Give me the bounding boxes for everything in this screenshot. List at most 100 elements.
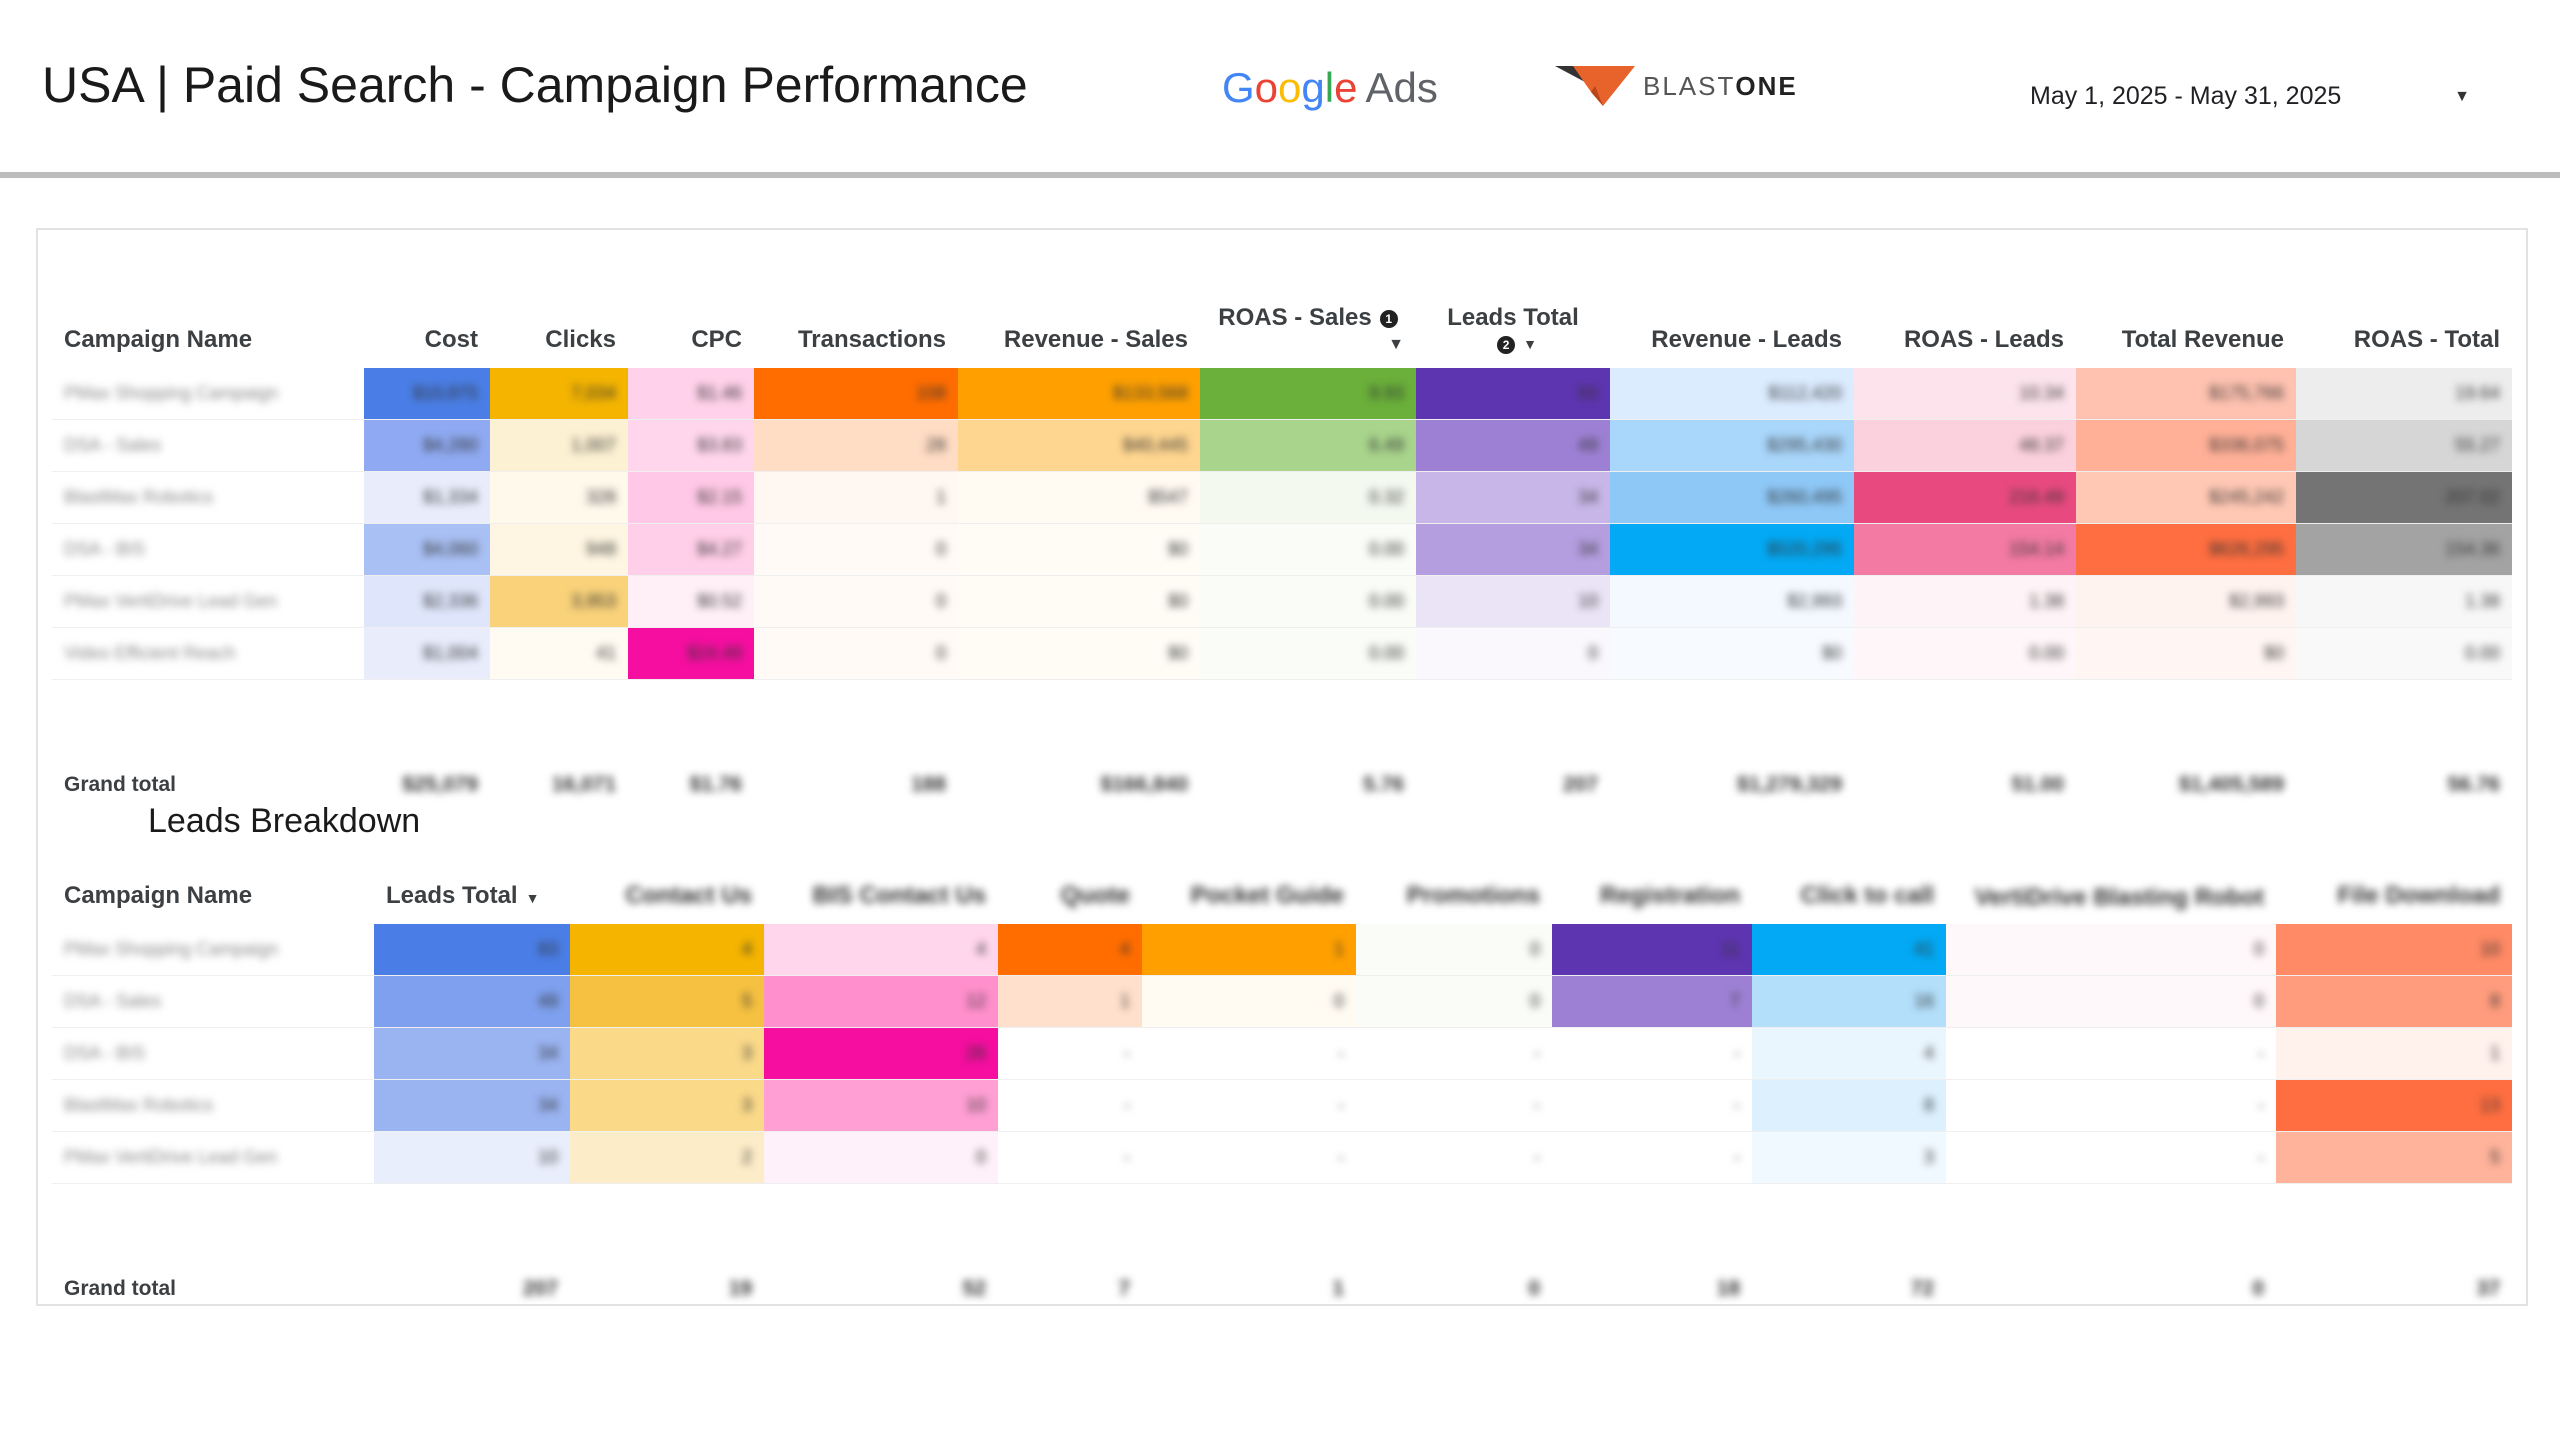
grand-total-label: Grand total — [64, 1277, 177, 1300]
col-revenue-leads[interactable]: Revenue - Leads — [1651, 326, 1842, 353]
roas-total-cell: 55.27 — [2296, 419, 2512, 472]
transactions-cell: 0 — [754, 523, 958, 576]
roas-sales-cell: 0.00 — [1200, 627, 1416, 680]
table-row[interactable]: PMax VertiDrive Lead Gen $2,336 3,953 $0.52… — [52, 575, 2512, 628]
promotions-cell: - — [1356, 1027, 1552, 1080]
col-vertidrive-blasting-robot[interactable]: VertiDrive Blasting Robot — [1974, 884, 2264, 911]
quote-cell: 1 — [998, 975, 1142, 1028]
pocket-guide-cell: 0 — [1142, 975, 1356, 1028]
col-revenue-sales[interactable]: Revenue - Sales — [1003, 326, 1188, 353]
leads-total-cell: 34 — [1416, 471, 1610, 524]
table-row[interactable]: DSA - BIS 34 3 26- - - -4-1 — [52, 1027, 2512, 1080]
campaign-name-cell: PMax VertiDrive Lead Gen — [52, 575, 364, 628]
col-registration[interactable]: Registration — [1599, 882, 1740, 909]
col-campaign-name[interactable]: Campaign Name — [64, 882, 253, 909]
revenue-leads-cell: $0 — [1610, 627, 1854, 680]
table-row[interactable]: BlastMax Robotics $1,334 328 $2.15 1 $547 0.32… — [52, 471, 2512, 524]
table-row[interactable]: BlastMax Robotics 34 3 10- - - -8-13 — [52, 1079, 2512, 1132]
col-leads-total[interactable]: Leads Total 2 ▼ — [1447, 303, 1579, 354]
table-row[interactable]: PMax Shopping Campaign 83 4 4 4 1 0 11 41 0 10 — [52, 924, 2512, 976]
cpc-cell: $24.49 — [628, 627, 754, 680]
registration-cell: - — [1552, 1027, 1752, 1080]
table-row[interactable]: DSA - BIS $4,060 948 $4.27 0 $0 0.00 34 $520,295… — [52, 523, 2512, 576]
table-row[interactable]: PMax VertiDrive Lead Gen 10 2 0- - - -3-5 — [52, 1131, 2512, 1184]
file-download-cell: 10 — [2276, 924, 2512, 976]
date-range-text: May 1, 2025 - May 31, 2025 — [2030, 81, 2342, 110]
campaign-name-cell: PMax VertiDrive Lead Gen — [52, 1131, 374, 1184]
col-leads-total[interactable]: Leads Total ▼ — [386, 882, 540, 909]
promotions-cell: - — [1356, 1079, 1552, 1132]
spacer-row — [52, 1184, 2512, 1245]
leads-total-cell: 34 — [1416, 523, 1610, 576]
file-download-cell: 1 — [2276, 1027, 2512, 1080]
promotions-cell: 0 — [1356, 924, 1552, 976]
col-clicks[interactable]: Clicks — [545, 326, 616, 353]
file-download-cell: 13 — [2276, 1079, 2512, 1132]
col-cost[interactable]: Cost — [424, 326, 478, 353]
total-revenue-cell: $245,242 — [2076, 471, 2296, 524]
sort-desc-icon[interactable]: ▼ — [525, 890, 540, 906]
table-row[interactable]: DSA - Sales 49 5 12 1 0 0 7 16 0 8 — [52, 975, 2512, 1028]
leads-total-total: 207 — [522, 1277, 558, 1300]
quote-cell: - — [998, 1079, 1142, 1132]
revenue-leads-cell: $520,295 — [1610, 523, 1854, 576]
roas-sales-cell: 6.49 — [1200, 419, 1416, 472]
roas-total-cell: 1.38 — [2296, 575, 2512, 628]
roas-leads-total: 51.00 — [2011, 773, 2064, 796]
campaign-name-cell: PMax Shopping Campaign — [52, 924, 374, 976]
clicks-total: 16,071 — [551, 773, 616, 796]
total-revenue-cell: $336,075 — [2076, 419, 2296, 472]
table-row[interactable]: Video Efficient Reach $1,004 41 $24.49 0 $0 0.… — [52, 627, 2512, 680]
roas-leads-cell: 154.14 — [1854, 523, 2076, 576]
caret-down-icon[interactable]: ▼ — [2454, 88, 2470, 105]
table-row[interactable]: PMax Shopping Campaign $10,875 7,034 $1.46 1… — [52, 368, 2512, 420]
col-pocket-guide[interactable]: Pocket Guide — [1190, 882, 1344, 909]
clicks-cell: 1,007 — [490, 419, 628, 472]
total-revenue-cell: $175,766 — [2076, 368, 2296, 420]
contact-us-total: 19 — [728, 1277, 752, 1300]
date-range-picker[interactable]: May 1, 2025 - May 31, 2025 ▼ — [2030, 76, 2470, 116]
bis-contact-us-cell: 26 — [764, 1027, 998, 1080]
leads-total-cell: 34 — [374, 1027, 570, 1080]
col-cpc[interactable]: CPC — [691, 326, 742, 353]
col-total-revenue[interactable]: Total Revenue — [2121, 326, 2284, 353]
grand-total-label: Grand total — [64, 773, 177, 796]
col-campaign-name[interactable]: Campaign Name — [64, 326, 253, 353]
col-transactions[interactable]: Transactions — [797, 326, 946, 353]
col-roas-leads[interactable]: ROAS - Leads — [1903, 326, 2064, 353]
table-row[interactable]: DSA - Sales $4,280 1,007 $3.83 28 $40,445 6.49… — [52, 419, 2512, 472]
pocket-guide-total: 1 — [1332, 1277, 1344, 1300]
registration-cell: - — [1552, 1079, 1752, 1132]
sort-desc-icon[interactable]: ▼ — [1523, 336, 1537, 352]
revenue-sales-cell: $133,568 — [958, 368, 1200, 420]
bis-contact-us-cell: 4 — [764, 924, 998, 976]
transactions-cell: 1 — [754, 471, 958, 524]
transactions-cell: 28 — [754, 419, 958, 472]
col-bis-contact-us[interactable]: BIS Contact Us — [812, 882, 986, 909]
roas-leads-cell: 1.38 — [1854, 575, 2076, 628]
clicks-cell: 41 — [490, 627, 628, 680]
col-file-download[interactable]: File Download — [2337, 882, 2500, 909]
sort-desc-icon[interactable]: ▼ — [1388, 336, 1404, 353]
registration-cell: 11 — [1552, 924, 1752, 976]
roas-leads-cell: 10.34 — [1854, 368, 2076, 420]
pocket-guide-cell: - — [1142, 1131, 1356, 1184]
revenue-leads-total: $1,279,329 — [1736, 773, 1842, 796]
col-click-to-call[interactable]: Click to call — [1800, 882, 1934, 909]
leads-total-cell: 0 — [1416, 627, 1610, 680]
click-to-call-cell: 4 — [1752, 1027, 1946, 1080]
cost-total: $25,079 — [402, 773, 478, 796]
transactions-cell: 0 — [754, 575, 958, 628]
pocket-guide-cell: - — [1142, 1079, 1356, 1132]
bis-contact-us-cell: 0 — [764, 1131, 998, 1184]
pocket-guide-cell: 1 — [1142, 924, 1356, 976]
col-quote[interactable]: Quote — [1060, 882, 1130, 909]
cpc-cell: $4.27 — [628, 523, 754, 576]
col-roas-total[interactable]: ROAS - Total — [2353, 326, 2500, 353]
revenue-sales-total: $166,840 — [1100, 773, 1188, 796]
col-contact-us[interactable]: Contact Us — [625, 882, 752, 909]
col-promotions[interactable]: Promotions — [1406, 882, 1540, 909]
sort-order-2-icon: 2 — [1497, 335, 1516, 354]
col-roas-sales[interactable]: ROAS - Sales 1 ▼ — [1200, 270, 1416, 368]
cost-cell: $1,004 — [364, 627, 490, 680]
